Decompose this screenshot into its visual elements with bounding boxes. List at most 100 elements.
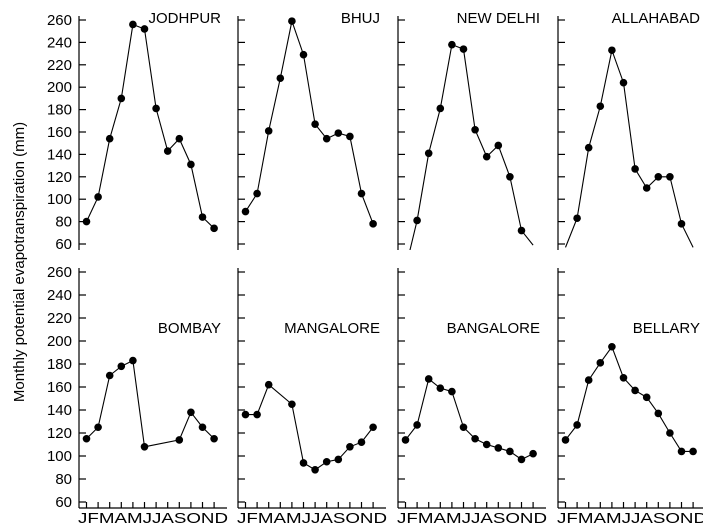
panel-new-delhi: NEW DELHI [397, 10, 540, 250]
y-tick-label: 260 [47, 12, 72, 29]
panel-title: BELLARY [633, 320, 700, 337]
panel-bombay: 60 80 100 120 140 160 180 200 220 240 260 JFMAMJJAS… [47, 264, 228, 526]
data-point [299, 459, 308, 467]
data-point [369, 220, 377, 228]
x-month-labels: JFMAMJJASOND [397, 510, 547, 526]
data-point [198, 213, 207, 221]
y-tick-label: 240 [47, 287, 72, 304]
y-tick-label: 100 [47, 448, 72, 465]
data-point [573, 214, 581, 223]
series-line [86, 359, 215, 448]
y-tick-label: 180 [47, 356, 72, 373]
data-point [619, 78, 628, 87]
panel-title: ALLAHABAD [612, 10, 701, 27]
panel-title: JODHPUR [148, 10, 221, 27]
data-point [253, 189, 261, 198]
data-point [413, 421, 421, 429]
data-point [471, 434, 479, 443]
data-point [299, 50, 308, 59]
panel-title: NEW DELHI [457, 10, 540, 27]
y-tick-label: 100 [47, 191, 72, 208]
data-point [424, 149, 433, 158]
data-point [517, 226, 526, 235]
data-point [264, 380, 273, 389]
data-point [129, 356, 137, 365]
data-point [82, 217, 91, 226]
data-point [187, 408, 195, 417]
data-point [346, 443, 354, 451]
data-point [129, 20, 137, 29]
data-point [608, 46, 616, 55]
data-point [584, 376, 593, 384]
data-point [140, 25, 149, 33]
data-point [631, 165, 639, 173]
panel-bangalore: JFMAMJJASOND BANGALORE [397, 268, 547, 526]
data-point [311, 120, 319, 128]
data-point [561, 436, 570, 444]
data-point [654, 409, 663, 418]
data-point [413, 216, 421, 225]
data-point [654, 173, 663, 181]
y-tick-label: 160 [47, 379, 72, 396]
data-point [175, 436, 184, 444]
data-point [666, 173, 674, 181]
data-point [369, 423, 377, 432]
x-month-labels: JFMAMJJASOND [78, 510, 228, 526]
data-point [241, 207, 250, 216]
data-point [288, 17, 296, 25]
data-point [401, 436, 410, 444]
y-tick-label: 120 [47, 169, 72, 186]
data-point [482, 152, 491, 161]
data-point [494, 444, 503, 452]
data-point [105, 371, 114, 380]
data-point [677, 220, 686, 228]
data-point [94, 423, 102, 432]
y-tick-label: 220 [47, 310, 72, 327]
y-tick-label: 80 [55, 471, 72, 488]
series-line-group [86, 359, 215, 448]
series-line-group [245, 19, 374, 225]
series-line [245, 383, 374, 471]
series-line [565, 345, 694, 452]
data-point [631, 386, 639, 395]
series-line-group [564, 48, 694, 248]
data-point [346, 132, 354, 141]
data-point [334, 129, 343, 137]
data-point [506, 447, 514, 456]
y-tick-label: 200 [47, 79, 72, 96]
data-point [357, 189, 366, 198]
x-month-labels: JFMAMJJASOND [557, 510, 703, 526]
series-line-group [245, 383, 374, 471]
data-point [573, 421, 581, 429]
data-point [198, 423, 207, 432]
data-point [677, 447, 686, 456]
data-point [506, 173, 514, 181]
y-tick-label: 160 [47, 124, 72, 141]
data-point [163, 147, 172, 155]
data-point [608, 342, 616, 351]
data-point [619, 374, 628, 382]
data-point [529, 449, 537, 458]
data-point [105, 134, 114, 143]
data-point [241, 410, 250, 419]
data-point [642, 184, 651, 192]
data-point [152, 104, 160, 113]
y-tick-label: 240 [47, 34, 72, 51]
y-tick-label: 200 [47, 333, 72, 350]
data-point [117, 94, 126, 103]
data-point [482, 440, 491, 449]
data-point [471, 125, 479, 134]
data-point [436, 384, 445, 392]
data-point [642, 393, 651, 402]
y-axis-label: Monthly potential evapotranspiration (mm… [11, 122, 28, 402]
data-point [448, 40, 456, 49]
data-point [175, 134, 184, 143]
data-point [448, 387, 456, 396]
y-tick-label: 120 [47, 425, 72, 442]
panel-title: BOMBAY [158, 320, 221, 337]
y-tick-label: 140 [47, 402, 72, 419]
y-tick-label: 260 [47, 264, 72, 281]
panel-title: MANGALORE [284, 320, 380, 337]
data-point [82, 434, 91, 443]
